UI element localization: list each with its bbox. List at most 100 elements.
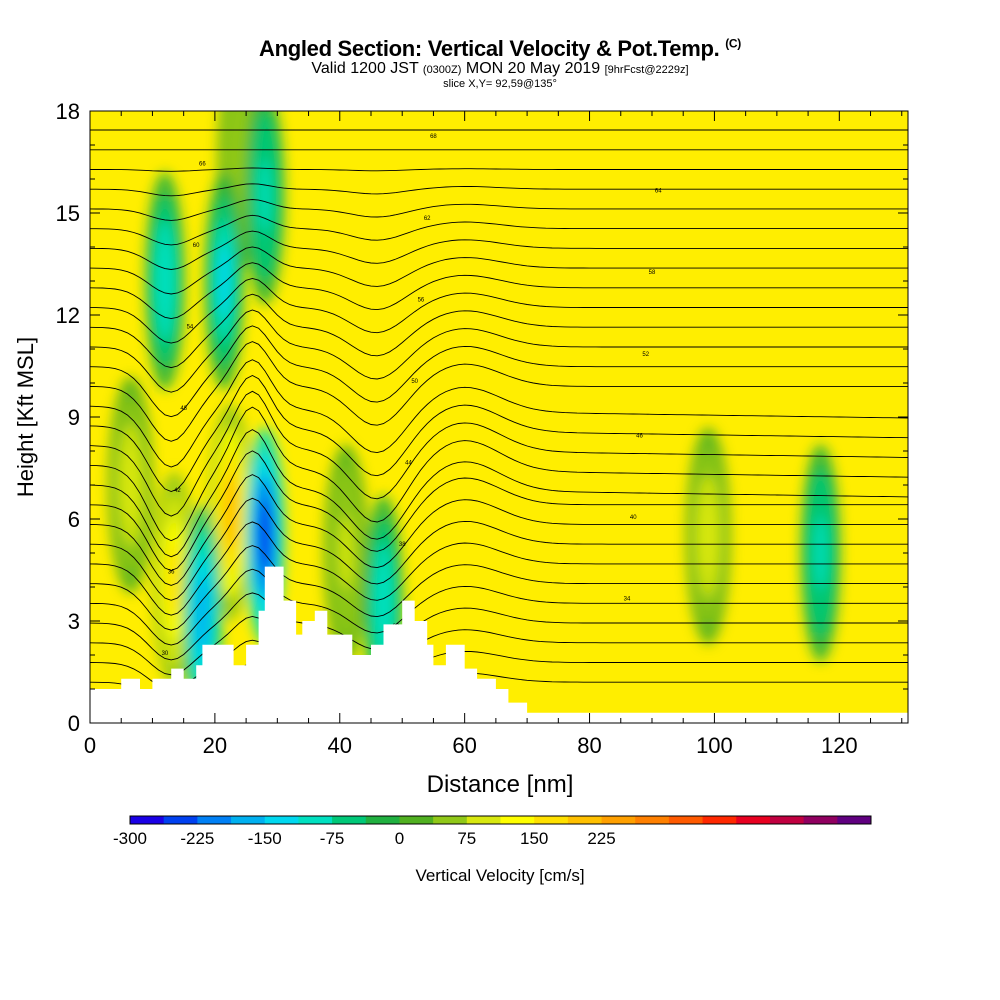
- isentrope-line: [90, 278, 908, 344]
- isentrope-label: 52: [642, 352, 649, 358]
- isentrope-line: [90, 521, 908, 616]
- colorbar-tick-label: 150: [520, 829, 548, 848]
- updraft-core: [232, 125, 248, 199]
- colorbar-swatch: [736, 816, 771, 824]
- isentrope-label: 44: [405, 461, 412, 467]
- isentrope-label: 50: [411, 379, 418, 385]
- isentrope-label: 38: [399, 542, 406, 548]
- x-tick-label: 100: [696, 733, 733, 758]
- x-tick-label: 0: [84, 733, 96, 758]
- colorbar-swatch: [668, 816, 704, 824]
- isentrope-label: 68: [430, 134, 437, 140]
- isentrope-line: [90, 359, 908, 468]
- isentrope-line: [90, 325, 908, 418]
- isentrope-line: [90, 246, 908, 295]
- y-tick-label: 6: [68, 507, 80, 532]
- downdraft-core: [813, 516, 828, 590]
- downdraft-core: [258, 159, 272, 233]
- downdraft-core: [158, 244, 172, 318]
- isentrope-line: [90, 429, 908, 558]
- x-tick-label: 40: [328, 733, 352, 758]
- isentrope-label: 54: [187, 325, 194, 331]
- y-tick-label: 12: [56, 303, 80, 328]
- isentrope-line: [90, 616, 908, 676]
- isentrope-line: [90, 293, 908, 369]
- isentrope-line: [90, 214, 908, 246]
- isentrope-label: 46: [636, 433, 643, 439]
- isentrope-line: [90, 474, 908, 586]
- colorbar-swatch: [433, 816, 468, 824]
- colorbar-swatch: [163, 816, 198, 824]
- plot-area: 3032343638404244464850525456586062646668: [90, 111, 908, 723]
- isentrope-line: [90, 230, 908, 270]
- valid-utc: (0300Z): [422, 64, 462, 76]
- isentrope-line: [90, 450, 908, 571]
- colorbar-swatch: [264, 816, 299, 824]
- title-text: Angled Section: Vertical Velocity & Pot.…: [258, 36, 720, 61]
- x-tick-label: 120: [821, 733, 858, 758]
- isentrope-label: 42: [174, 488, 181, 494]
- isentrope-label: 60: [193, 243, 200, 249]
- isentrope-line: [90, 199, 908, 221]
- chart-title: Angled Section: Vertical Velocity & Pot.…: [0, 36, 1000, 62]
- updraft-core: [700, 499, 716, 573]
- y-tick-label: 0: [68, 711, 80, 736]
- downdraft-core: [376, 567, 391, 641]
- downdraft-core: [258, 499, 272, 573]
- terrain-mask: [90, 566, 908, 723]
- isentrope-line: [90, 262, 908, 320]
- isentrope-label: 48: [180, 406, 187, 412]
- colorbar-tick-label: 75: [457, 829, 476, 848]
- x-tick-label: 80: [577, 733, 601, 758]
- colorbar-swatch: [399, 816, 434, 824]
- y-tick-label: 18: [56, 99, 80, 124]
- isentrope-label: 58: [649, 270, 656, 276]
- colorbar-swatch: [298, 816, 333, 824]
- valid-time: Valid 1200 JST: [311, 60, 419, 77]
- y-tick-label: 15: [56, 201, 80, 226]
- isentrope-label: 66: [199, 161, 206, 167]
- isentrope-line: [90, 568, 908, 646]
- colorbar-swatch: [466, 816, 501, 824]
- colorbar-swatch: [837, 816, 872, 824]
- isentrope-line: [90, 545, 908, 631]
- copyright-mark: (C): [725, 36, 741, 51]
- slice-info: slice X,Y= 92,59@135°: [443, 78, 557, 90]
- colorbar-tick-label: -75: [320, 829, 345, 848]
- x-tick-label: 60: [452, 733, 476, 758]
- isentrope-label: 34: [624, 597, 631, 603]
- colorbar-swatch: [365, 816, 400, 824]
- colorbar-swatch: [567, 816, 603, 824]
- isentrope-label: 40: [630, 515, 637, 521]
- colorbar-swatch: [803, 816, 838, 824]
- colorbar-swatch: [130, 816, 165, 824]
- isentrope-line: [90, 592, 908, 661]
- colorbar-frame: [129, 815, 872, 825]
- x-axis-label: Distance [nm]: [427, 771, 574, 798]
- colorbar-label: Vertical Velocity [cm/s]: [415, 866, 584, 885]
- colorbar-tick-label: -300: [113, 829, 147, 848]
- colorbar-swatch: [197, 816, 232, 824]
- updraft-core: [166, 543, 182, 618]
- colorbar-swatch: [231, 816, 266, 824]
- colorbar-swatch: [635, 816, 670, 824]
- isentrope-line: [90, 374, 908, 492]
- colorbar-swatch: [769, 816, 805, 824]
- isentrope-line: [90, 309, 908, 393]
- chart-subtitle: Valid 1200 JST (0300Z) MON 20 May 2019 […: [0, 60, 1000, 78]
- forecast-info: [9hrFcst@2229z]: [604, 64, 689, 76]
- colorbar: -300 -225 -150 -75 0 75 150 225: [113, 815, 872, 848]
- y-tick-label: 9: [68, 405, 80, 430]
- isentrope-line: [90, 341, 908, 442]
- isentrope-line: [90, 183, 908, 197]
- y-tick-label: 3: [68, 609, 80, 634]
- isentrope-label: 36: [168, 569, 175, 575]
- colorbar-tick-label: 225: [587, 829, 615, 848]
- colorbar-swatch: [500, 816, 535, 824]
- updraft-core: [338, 516, 354, 590]
- colorbar-swatch: [534, 816, 569, 824]
- isentrope-line: [90, 167, 908, 172]
- valid-date: MON 20 May 2019: [465, 60, 601, 77]
- isentrope-line: [90, 390, 908, 517]
